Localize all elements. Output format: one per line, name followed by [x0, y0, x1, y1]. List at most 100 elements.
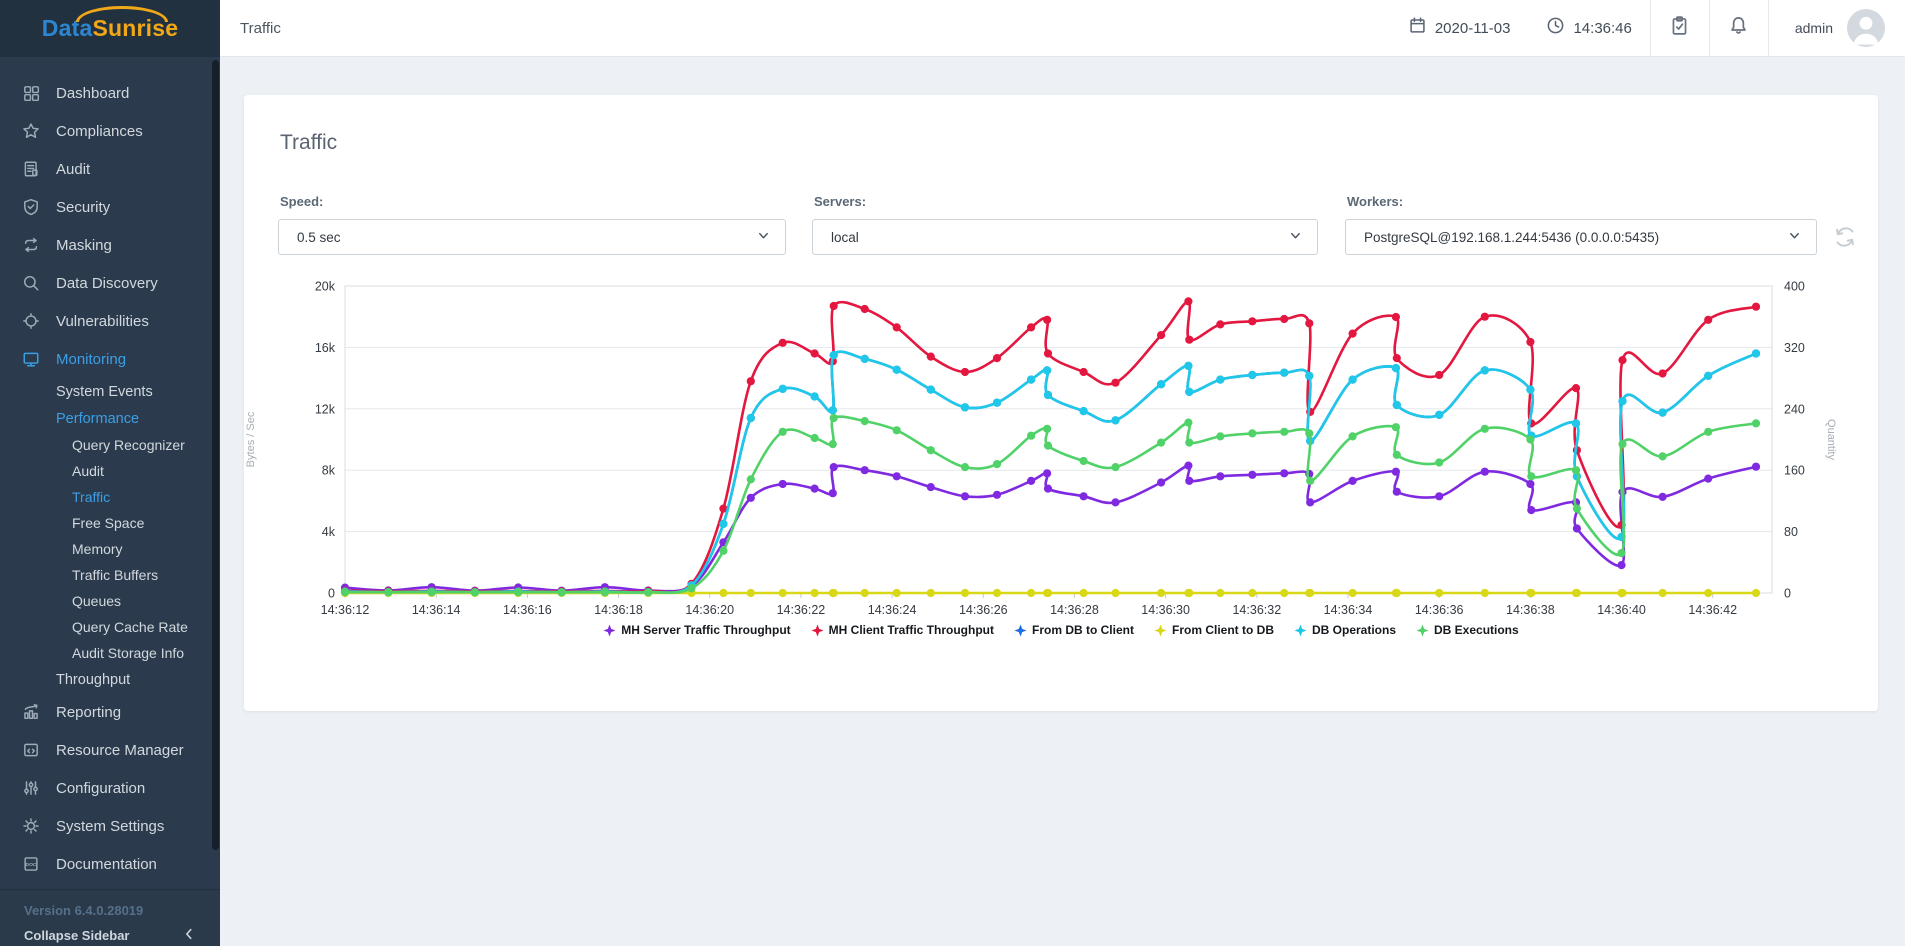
sidebar-item-label: Configuration	[56, 779, 146, 797]
collapse-sidebar-label: Collapse Sidebar	[24, 928, 130, 943]
topbar: Traffic 2020-11-03 14:36:46 admin	[220, 0, 1905, 57]
chevron-left-icon	[182, 927, 196, 944]
svg-text:14:36:14: 14:36:14	[412, 603, 461, 617]
legend-star-icon	[1294, 623, 1307, 637]
collapse-sidebar-button[interactable]: Collapse Sidebar	[24, 927, 196, 944]
sidebar-item-label: Query Cache Rate	[72, 619, 188, 635]
sidebar-item-label: Documentation	[56, 855, 157, 873]
sidebar-item-label: Audit	[72, 463, 104, 479]
traffic-panel: Traffic Speed: 0.5 sec Servers: local Wo…	[244, 95, 1878, 711]
svg-text:14:36:18: 14:36:18	[594, 603, 643, 617]
clipboard-check-icon	[1669, 15, 1690, 41]
masking-arrows-icon	[22, 236, 40, 254]
sidebar-item-free-space[interactable]: Free Space	[0, 510, 220, 536]
legend-star-icon	[811, 623, 824, 637]
sidebar-item-configuration[interactable]: Configuration	[0, 769, 220, 807]
sidebar-item-system-events[interactable]: System Events	[0, 378, 220, 405]
legend-item-from-db-to-client[interactable]: From DB to Client	[1014, 623, 1134, 637]
sidebar-item-label: Security	[56, 198, 111, 216]
workers-label: Workers:	[1347, 194, 1404, 209]
legend-star-icon	[603, 623, 616, 637]
sidebar-item-audit-storage-info[interactable]: Audit Storage Info	[0, 640, 220, 666]
sidebar-item-throughput[interactable]: Throughput	[0, 666, 220, 693]
time-display[interactable]: 14:36:46	[1528, 0, 1649, 56]
speed-select-value: 0.5 sec	[297, 229, 341, 245]
sidebar-item-query-cache-rate[interactable]: Query Cache Rate	[0, 614, 220, 640]
sidebar-item-label: Compliances	[56, 122, 143, 140]
sidebar-item-label: Free Space	[72, 515, 145, 531]
calendar-icon	[1408, 16, 1427, 40]
legend-item-from-client-to-db[interactable]: From Client to DB	[1154, 623, 1274, 637]
sidebar-item-security[interactable]: Security	[0, 188, 220, 226]
sidebar-item-queues[interactable]: Queues	[0, 588, 220, 614]
bell-icon	[1728, 15, 1749, 41]
time-text: 14:36:46	[1573, 19, 1632, 37]
sidebar-item-performance[interactable]: Performance	[0, 405, 220, 432]
svg-text:160: 160	[1784, 464, 1805, 478]
sidebar-item-vulnerabilities[interactable]: Vulnerabilities	[0, 302, 220, 340]
svg-text:8k: 8k	[322, 464, 336, 478]
sidebar-item-monitoring[interactable]: Monitoring	[0, 340, 220, 378]
sidebar-item-audit[interactable]: Audit	[0, 150, 220, 188]
app-logo[interactable]: DataSunrise	[0, 0, 220, 57]
speed-label: Speed:	[280, 194, 324, 209]
sidebar-item-system-settings[interactable]: System Settings	[0, 807, 220, 845]
refresh-workers-button[interactable]	[1832, 224, 1858, 250]
sidebar-item-documentation[interactable]: DOC Documentation	[0, 845, 220, 883]
legend-item-db-executions[interactable]: DB Executions	[1416, 623, 1519, 637]
sidebar-item-compliances[interactable]: Compliances	[0, 112, 220, 150]
sidebar-item-traffic-buffers[interactable]: Traffic Buffers	[0, 562, 220, 588]
sidebar-item-label: Query Recognizer	[72, 437, 185, 453]
svg-text:14:36:42: 14:36:42	[1688, 603, 1737, 617]
sidebar-menu: Dashboard Compliances Audit Security Masking…	[0, 57, 220, 883]
svg-text:14:36:38: 14:36:38	[1506, 603, 1555, 617]
svg-text:320: 320	[1784, 341, 1805, 355]
svg-text:Quantity: Quantity	[1825, 419, 1837, 460]
legend-item-mh-client-traffic-throughput[interactable]: MH Client Traffic Throughput	[811, 623, 994, 637]
servers-select[interactable]: local	[812, 219, 1318, 255]
sidebar-item-data-discovery[interactable]: Data Discovery	[0, 264, 220, 302]
sidebar-item-label: Dashboard	[56, 84, 130, 102]
monitor-icon	[22, 350, 40, 368]
legend-item-db-operations[interactable]: DB Operations	[1294, 623, 1396, 637]
sidebar-item-traffic[interactable]: Traffic	[0, 484, 220, 510]
chevron-down-icon	[756, 228, 771, 246]
panel-title: Traffic	[280, 131, 338, 154]
sidebar: Dashboard Compliances Audit Security Masking…	[0, 57, 220, 889]
legend-star-icon	[1154, 623, 1167, 637]
sidebar-item-dashboard[interactable]: Dashboard	[0, 74, 220, 112]
avatar	[1847, 9, 1885, 47]
sidebar-item-audit[interactable]: Audit	[0, 458, 220, 484]
user-menu[interactable]: admin	[1769, 0, 1905, 56]
workers-select[interactable]: PostgreSQL@192.168.1.244:5436 (0.0.0.0:5…	[1345, 219, 1817, 255]
logo-sunrise-arc	[75, 6, 168, 22]
svg-text:16k: 16k	[315, 341, 336, 355]
main-content: Traffic Speed: 0.5 sec Servers: local Wo…	[220, 58, 1905, 946]
date-display[interactable]: 2020-11-03	[1390, 0, 1529, 56]
sidebar-item-resource-manager[interactable]: Resource Manager	[0, 731, 220, 769]
sidebar-item-reporting[interactable]: Reporting	[0, 693, 220, 731]
speed-select[interactable]: 0.5 sec	[278, 219, 786, 255]
legend-label: From DB to Client	[1031, 623, 1134, 637]
sliders-icon	[22, 779, 40, 797]
topbar-divider	[1767, 0, 1769, 56]
gear-icon	[22, 817, 40, 835]
svg-text:Bytes / Sec: Bytes / Sec	[245, 411, 257, 467]
tasks-button[interactable]	[1651, 0, 1709, 56]
legend-star-icon	[1416, 623, 1429, 637]
logo-text: DataSunrise	[42, 6, 178, 42]
notifications-button[interactable]	[1710, 0, 1768, 56]
legend-item-mh-server-traffic-throughput[interactable]: MH Server Traffic Throughput	[603, 623, 791, 637]
chart-legend: MH Server Traffic Throughput MH Client Tr…	[244, 623, 1878, 637]
audit-doc-icon	[22, 160, 40, 178]
username-text: admin	[1794, 20, 1833, 36]
sidebar-item-memory[interactable]: Memory	[0, 536, 220, 562]
sidebar-item-label: Traffic Buffers	[72, 567, 159, 583]
chevron-down-icon	[1288, 228, 1303, 246]
sidebar-item-masking[interactable]: Masking	[0, 226, 220, 264]
sidebar-item-query-recognizer[interactable]: Query Recognizer	[0, 432, 220, 458]
traffic-chart: 14:36:12 14:36:14 14:36:16 14:36:18 14:36:20…	[244, 270, 1878, 668]
sidebar-item-label: Traffic	[72, 489, 111, 505]
sidebar-item-label: Throughput	[56, 671, 131, 688]
sidebar-scrollbar[interactable]	[212, 60, 219, 850]
